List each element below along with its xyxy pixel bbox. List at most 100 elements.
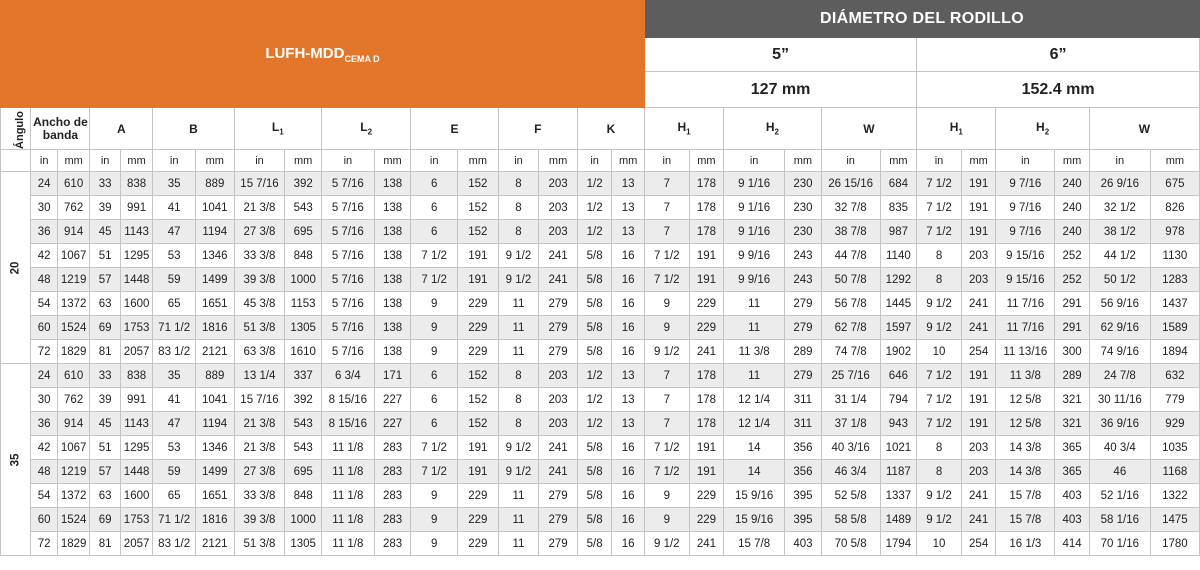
table-cell: 1295 (119, 435, 154, 460)
table-cell: 30 (30, 387, 58, 412)
table-cell: 365 (1054, 459, 1090, 484)
col-b-header: B (152, 107, 235, 150)
table-cell: 81 (89, 531, 121, 556)
unit-mm: mm (1054, 149, 1090, 172)
table-cell: 69 (89, 315, 121, 340)
table-cell: 191 (457, 459, 499, 484)
table-cell: 254 (960, 531, 997, 556)
table-cell: 1305 (284, 315, 322, 340)
table-cell: 1794 (879, 531, 918, 556)
table-cell: 191 (688, 267, 725, 292)
table-cell: 392 (284, 171, 322, 196)
unit-blank (0, 149, 32, 172)
table-cell: 16 (611, 483, 645, 508)
table-cell: 8 (497, 219, 540, 244)
table-cell: 152 (457, 363, 499, 388)
diameter-6-mm: 152.4 mm (916, 71, 1200, 108)
table-cell: 14 (723, 459, 786, 484)
table-cell: 74 7/8 (820, 339, 881, 364)
table-cell: 6 (410, 171, 459, 196)
table-cell: 9 (410, 315, 459, 340)
table-cell: 7 1/2 (643, 243, 690, 268)
table-cell: 1067 (56, 243, 91, 268)
table-cell: 8 (497, 195, 540, 220)
table-cell: 191 (960, 363, 997, 388)
table-cell: 8 (916, 459, 962, 484)
table-cell: 241 (960, 315, 997, 340)
unit-in: in (643, 149, 690, 172)
unit-mm: mm (195, 149, 235, 172)
table-cell: 9 7/16 (995, 171, 1056, 196)
table-cell: 321 (1054, 411, 1090, 436)
table-cell: 178 (688, 411, 725, 436)
table-cell: 943 (879, 411, 918, 436)
table-cell: 9 1/2 (916, 291, 962, 316)
table-cell: 11 1/8 (320, 531, 375, 556)
table-cell: 8 15/16 (320, 411, 375, 436)
table-cell: 12 5/8 (995, 411, 1056, 436)
table-cell: 5/8 (576, 291, 613, 316)
table-cell: 203 (538, 387, 578, 412)
table-cell: 203 (960, 459, 997, 484)
angle-value: 35 (9, 453, 22, 466)
table-cell: 15 9/16 (723, 507, 786, 532)
table-cell: 56 9/16 (1088, 291, 1151, 316)
table-cell: 1143 (119, 219, 154, 244)
table-cell: 5 7/16 (320, 315, 375, 340)
table-row: 42 1067 51 1295 53 1346 21 3/8 543 11 1/8 283 7 1/… (1, 435, 1200, 460)
col-l2-header: L2 (320, 107, 412, 150)
table-cell: 42 (30, 435, 58, 460)
table-cell: 191 (960, 387, 997, 412)
table-cell: 283 (373, 435, 412, 460)
table-cell: 392 (284, 387, 322, 412)
table-cell: 11 (497, 291, 540, 316)
table-cell: 283 (373, 507, 412, 532)
table-cell: 138 (373, 243, 412, 268)
dimensions-table: LUFH-MDDCEMA D DIÁMETRO DEL RODILLO 5” 6… (0, 0, 1200, 556)
table-cell: 11 (723, 315, 786, 340)
table-cell: 229 (457, 507, 499, 532)
table-cell: 1829 (56, 339, 91, 364)
table-cell: 1524 (56, 507, 91, 532)
table-cell: 1283 (1149, 267, 1200, 292)
table-cell: 311 (784, 387, 822, 412)
table-cell: 9 1/2 (497, 435, 540, 460)
table-row: 60 1524 69 1753 71 1/2 1816 51 3/8 1305 5 7/16 13… (1, 315, 1200, 340)
table-cell: 46 (1088, 459, 1151, 484)
table-cell: 5 7/16 (320, 291, 375, 316)
table-cell: 15 7/8 (995, 483, 1056, 508)
table-cell: 32 7/8 (820, 195, 881, 220)
table-cell: 25 7/16 (820, 363, 881, 388)
col-e-header: E (410, 107, 499, 150)
table-cell: 2121 (195, 531, 235, 556)
table-cell: 53 (152, 435, 196, 460)
table-cell: 279 (538, 483, 578, 508)
table-cell: 1000 (284, 507, 322, 532)
table-cell: 40 3/16 (820, 435, 881, 460)
table-cell: 42 (30, 243, 58, 268)
table-cell: 191 (688, 435, 725, 460)
table-cell: 230 (784, 195, 822, 220)
table-cell: 203 (960, 267, 997, 292)
table-row: 30 762 39 991 41 1041 21 3/8 543 5 7/16 138 6 152 8 2… (1, 195, 1200, 220)
table-cell: 7 1/2 (916, 387, 962, 412)
table-cell: 59 (152, 267, 196, 292)
table-cell: 178 (688, 363, 725, 388)
table-cell: 241 (538, 459, 578, 484)
table-cell: 7 (643, 363, 690, 388)
table-row: 30 762 39 991 41 1041 15 7/16 392 8 15/16 227 6 152… (1, 387, 1200, 412)
table-cell: 26 9/16 (1088, 171, 1151, 196)
table-cell: 9 1/2 (497, 459, 540, 484)
table-cell: 9 1/16 (723, 195, 786, 220)
unit-mm: mm (56, 149, 91, 172)
diameter-title: DIÁMETRO DEL RODILLO (643, 0, 1200, 38)
table-cell: 646 (879, 363, 918, 388)
table-cell: 9 7/16 (995, 195, 1056, 220)
unit-in: in (995, 149, 1056, 172)
table-cell: 252 (1054, 243, 1090, 268)
table-cell: 44 1/2 (1088, 243, 1151, 268)
table-cell: 1/2 (576, 219, 613, 244)
table-cell: 889 (195, 363, 235, 388)
table-cell: 138 (373, 267, 412, 292)
table-cell: 54 (30, 483, 58, 508)
